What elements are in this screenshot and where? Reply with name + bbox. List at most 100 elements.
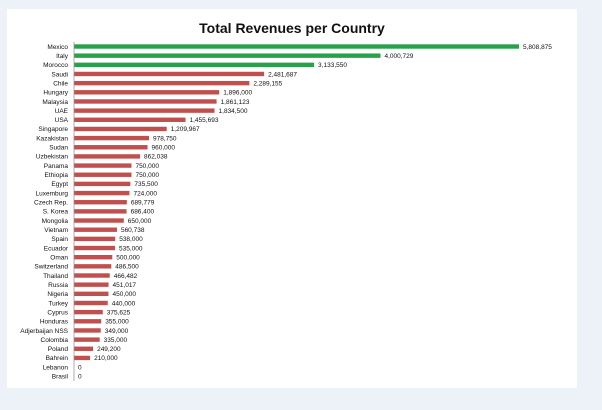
category-label: Brasil	[52, 374, 69, 381]
value-label: 249,200	[97, 346, 121, 353]
category-label: Oman	[50, 254, 68, 261]
bar	[74, 273, 110, 278]
chart-title: Total Revenues per Country	[199, 20, 385, 36]
category-label: Turkey	[48, 300, 68, 307]
bar	[74, 62, 315, 68]
bar	[74, 181, 131, 187]
value-label: 450,000	[112, 291, 136, 298]
value-label: 750,000	[135, 163, 159, 170]
category-label: Uzbekistan	[36, 154, 69, 161]
bar	[74, 126, 167, 132]
category-label: USA	[55, 117, 69, 124]
bar	[74, 309, 103, 315]
category-label: Switzerland	[34, 264, 68, 271]
bar	[74, 291, 109, 297]
category-label: Cyprus	[47, 309, 68, 316]
category-label: Vietnam	[44, 227, 68, 234]
category-label: Adjerbaijan NSS	[20, 328, 68, 335]
category-label: Lebanon	[43, 364, 69, 371]
bar	[74, 245, 115, 251]
value-label: 960,000	[152, 145, 176, 152]
bar	[74, 319, 102, 324]
value-label: 750,000	[135, 172, 159, 179]
chart-panel: Total Revenues per Country Mexico 5,808,8…	[7, 9, 577, 388]
value-label: 466,482	[114, 273, 138, 280]
bar	[74, 337, 100, 342]
value-label: 538,000	[119, 236, 143, 243]
value-label: 486,500	[115, 264, 139, 271]
category-label: Hungary	[43, 90, 68, 97]
bar	[74, 236, 116, 242]
bar	[74, 300, 108, 306]
bar-chart: Mexico 5,808,875 Italy 4,000,729 Morocco 3,13…	[20, 41, 552, 381]
category-label: Poland	[48, 346, 69, 353]
bar	[74, 328, 101, 333]
value-label: 689,779	[131, 200, 155, 207]
bar	[74, 108, 215, 113]
value-label: 862,038	[144, 154, 168, 161]
category-label: Honduras	[40, 319, 69, 326]
bar	[74, 80, 250, 86]
value-label: 0	[78, 374, 82, 381]
value-label: 560,738	[121, 227, 145, 234]
bar	[74, 200, 127, 205]
value-label: 686,400	[131, 209, 155, 216]
value-label: 440,000	[112, 300, 136, 307]
value-label: 2,481,687	[268, 71, 297, 78]
value-label: 535,000	[119, 245, 143, 252]
value-label: 0	[78, 364, 82, 371]
bar	[74, 254, 113, 260]
bar	[74, 163, 132, 168]
category-label: Colombia	[41, 337, 69, 344]
bar	[74, 172, 132, 177]
bar	[74, 44, 519, 49]
bar	[74, 117, 186, 122]
value-label: 355,000	[105, 319, 129, 326]
category-label: Panama	[44, 163, 69, 170]
value-label: 3,133,550	[318, 62, 347, 69]
bar	[74, 209, 127, 214]
bar	[74, 227, 117, 232]
bar	[74, 90, 220, 95]
bar	[74, 145, 148, 150]
value-label: 349,000	[105, 328, 129, 335]
value-label: 1,896,000	[223, 90, 252, 97]
value-label: 5,808,875	[523, 44, 552, 51]
category-label: Luxemburg	[35, 190, 68, 197]
category-label: Italy	[56, 53, 69, 60]
value-label: 335,000	[104, 337, 128, 344]
category-label: Ethiopia	[45, 172, 69, 179]
value-label: 375,625	[107, 309, 131, 316]
category-label: Mongolia	[42, 218, 69, 225]
value-label: 724,000	[133, 190, 157, 197]
value-label: 1,861,123	[221, 99, 250, 106]
category-label: Spain	[51, 236, 68, 243]
bar	[74, 53, 381, 58]
category-label: Mexico	[47, 44, 68, 51]
category-label: Singapore	[38, 126, 68, 133]
category-label: Nigeria	[47, 291, 68, 298]
category-label: Morocco	[43, 62, 68, 69]
category-label: S. Korea	[43, 209, 69, 216]
bar	[74, 71, 265, 77]
bar	[74, 282, 109, 287]
value-label: 1,455,693	[190, 117, 219, 124]
bar	[74, 99, 217, 104]
value-label: 4,000,729	[384, 53, 413, 60]
value-label: 500,000	[116, 254, 140, 261]
bar	[74, 264, 112, 269]
category-label: UAE	[55, 108, 69, 115]
category-label: Chile	[53, 80, 68, 87]
bar	[74, 135, 149, 141]
bar	[74, 355, 91, 361]
value-label: 1,209,967	[171, 126, 200, 133]
category-label: Kazakistan	[36, 135, 68, 142]
value-label: 1,834,500	[219, 108, 248, 115]
bar	[74, 346, 94, 351]
category-label: Ecuador	[44, 245, 69, 252]
category-label: Thailand	[43, 273, 68, 280]
category-label: Russia	[48, 282, 68, 289]
value-label: 451,017	[113, 282, 137, 289]
category-label: Saudi	[51, 71, 68, 78]
category-label: Sudan	[49, 145, 68, 152]
